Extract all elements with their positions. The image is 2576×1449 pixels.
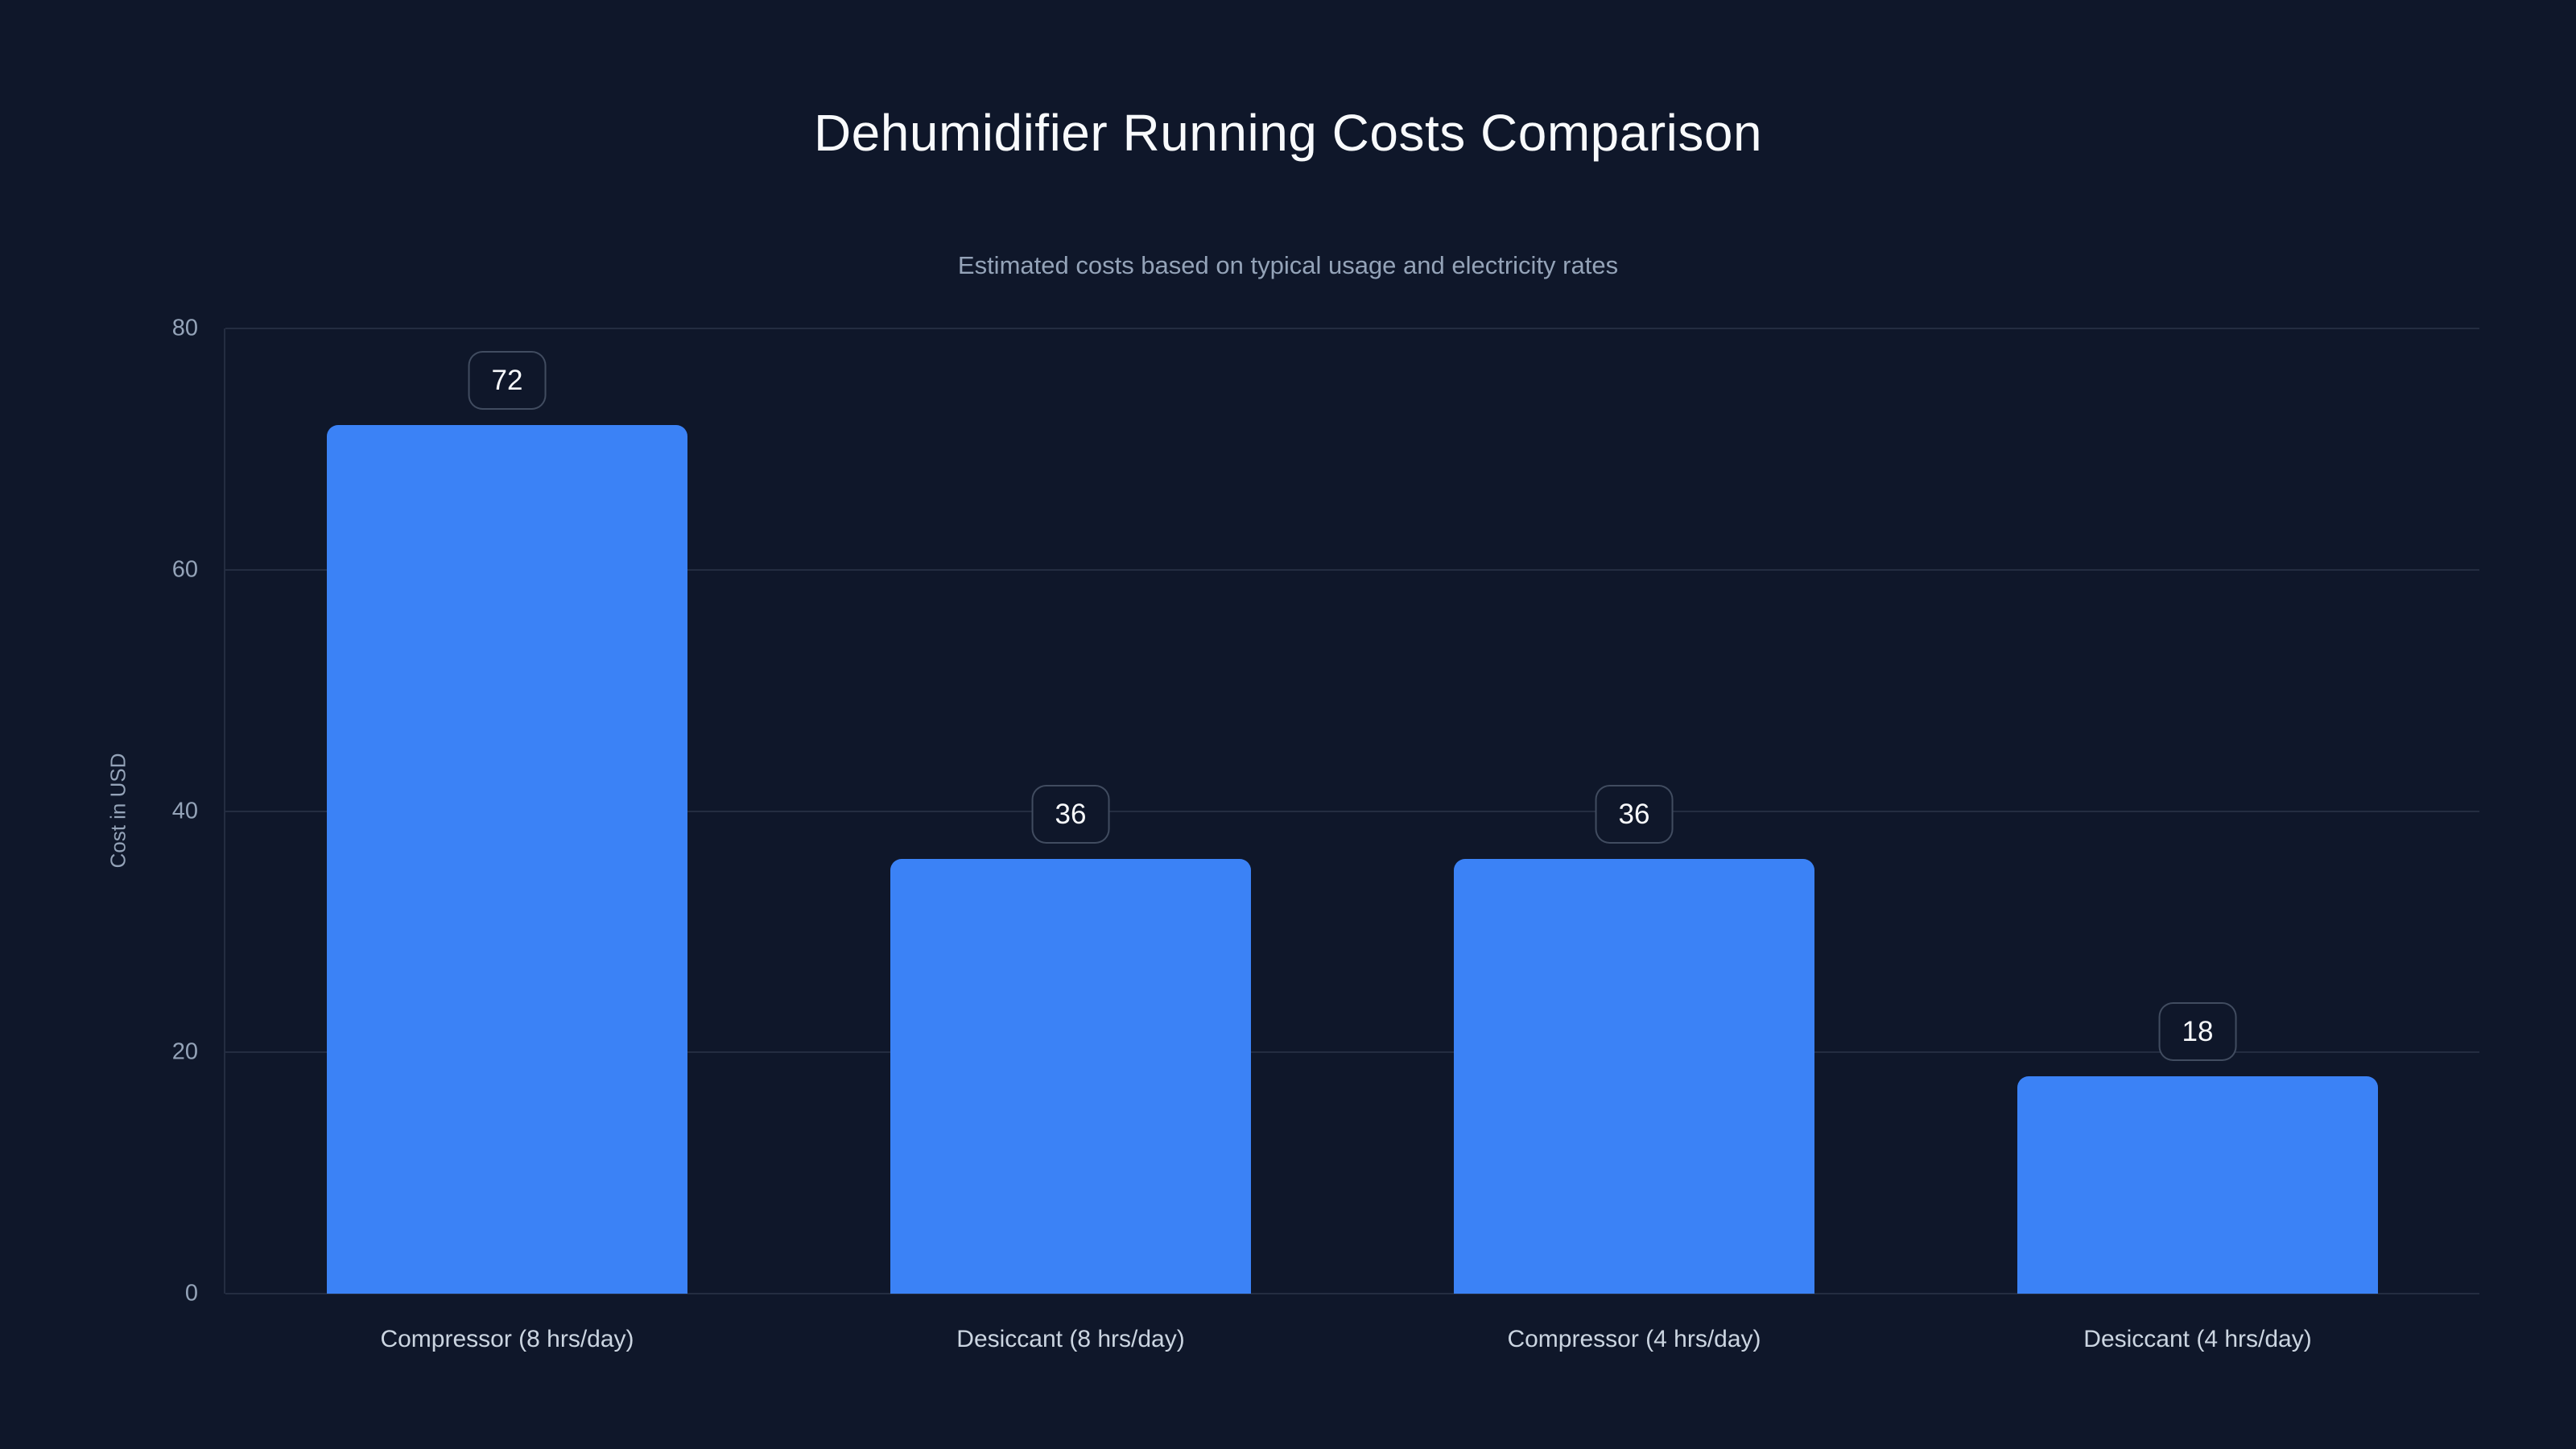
y-axis-title: Cost in USD xyxy=(105,753,130,869)
x-axis-category-label: Compressor (8 hrs/day) xyxy=(380,1326,634,1352)
bar xyxy=(2017,1076,2378,1294)
chart-subtitle: Estimated costs based on typical usage a… xyxy=(957,251,1619,279)
bar-value-badge: 72 xyxy=(468,350,547,410)
gridline xyxy=(225,1293,2479,1294)
gridline xyxy=(225,810,2479,812)
gridline xyxy=(225,568,2479,571)
bar xyxy=(327,424,687,1294)
gridline xyxy=(225,328,2479,329)
bar-group: 72 Compressor (8 hrs/day) xyxy=(225,328,789,1352)
chart-title: Dehumidifier Running Costs Comparison xyxy=(813,104,1763,162)
x-axis-category-label: Desiccant (8 hrs/day) xyxy=(956,1326,1185,1352)
bar-group: 36 Compressor (4 hrs/day) xyxy=(1352,328,1916,1352)
bar xyxy=(1454,859,1814,1294)
bar xyxy=(890,859,1251,1294)
y-axis-tick-label: 60 xyxy=(171,556,198,583)
bar-group: 18 Desiccant (4 hrs/day) xyxy=(1916,328,2479,1352)
y-axis-tick-label: 40 xyxy=(171,798,198,824)
y-axis-tick-label: 20 xyxy=(171,1038,198,1065)
y-axis-tick-label: 80 xyxy=(171,315,198,341)
bar-value-badge: 18 xyxy=(2158,1002,2237,1062)
x-axis-category-label: Compressor (4 hrs/day) xyxy=(1507,1326,1761,1352)
y-axis-tick-label: 0 xyxy=(184,1280,198,1307)
y-axis-ticks: 0 20 40 60 80 xyxy=(0,316,198,1305)
gridline xyxy=(225,1051,2479,1054)
plot-area: 72 Compressor (8 hrs/day) 36 Desiccant (8 h… xyxy=(224,328,2479,1352)
bar-value-badge: 36 xyxy=(1595,785,1674,844)
bar-value-badge: 36 xyxy=(1031,785,1110,844)
x-axis-category-label: Desiccant (4 hrs/day) xyxy=(2083,1326,2312,1352)
bar-group: 36 Desiccant (8 hrs/day) xyxy=(789,328,1352,1352)
